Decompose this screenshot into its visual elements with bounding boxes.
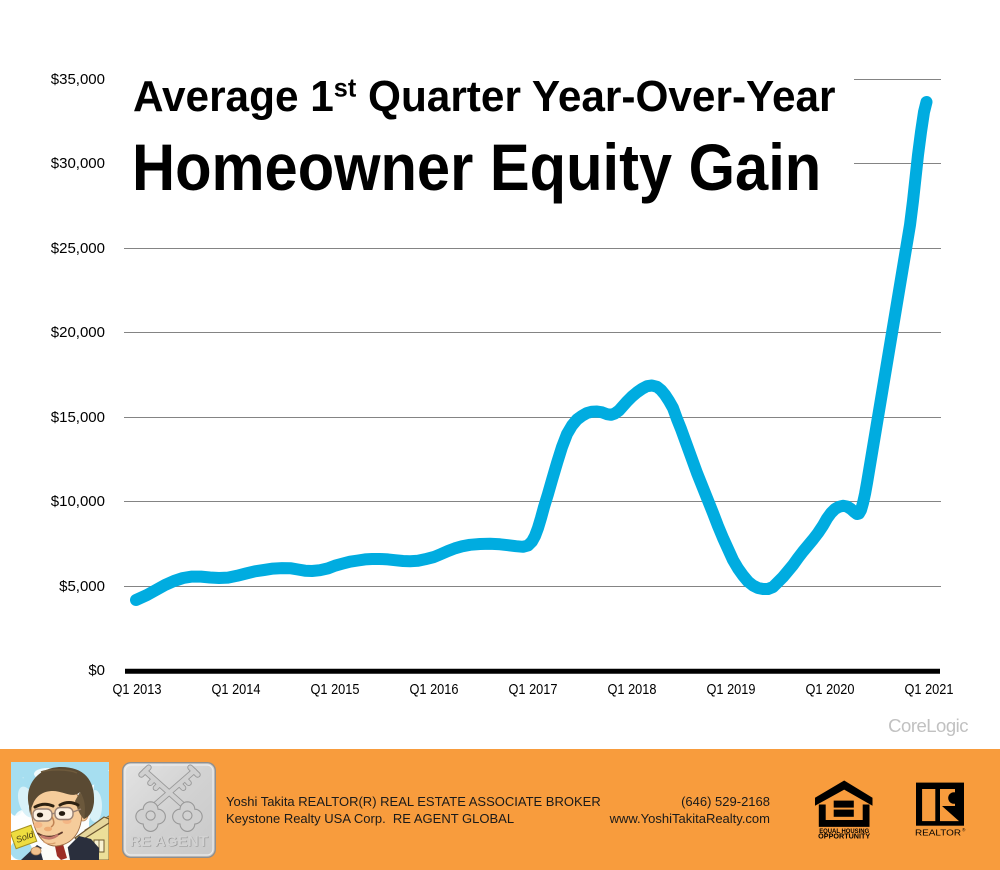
svg-text:OPPORTUNITY: OPPORTUNITY: [818, 834, 870, 841]
svg-text:EQUAL HOUSING: EQUAL HOUSING: [819, 828, 869, 835]
svg-text:RE AGENT: RE AGENT: [131, 834, 209, 851]
svg-text:®: ®: [962, 826, 966, 832]
svg-text:REALTOR: REALTOR: [915, 827, 961, 837]
svg-text:RE AGENT: RE AGENT: [130, 833, 208, 850]
